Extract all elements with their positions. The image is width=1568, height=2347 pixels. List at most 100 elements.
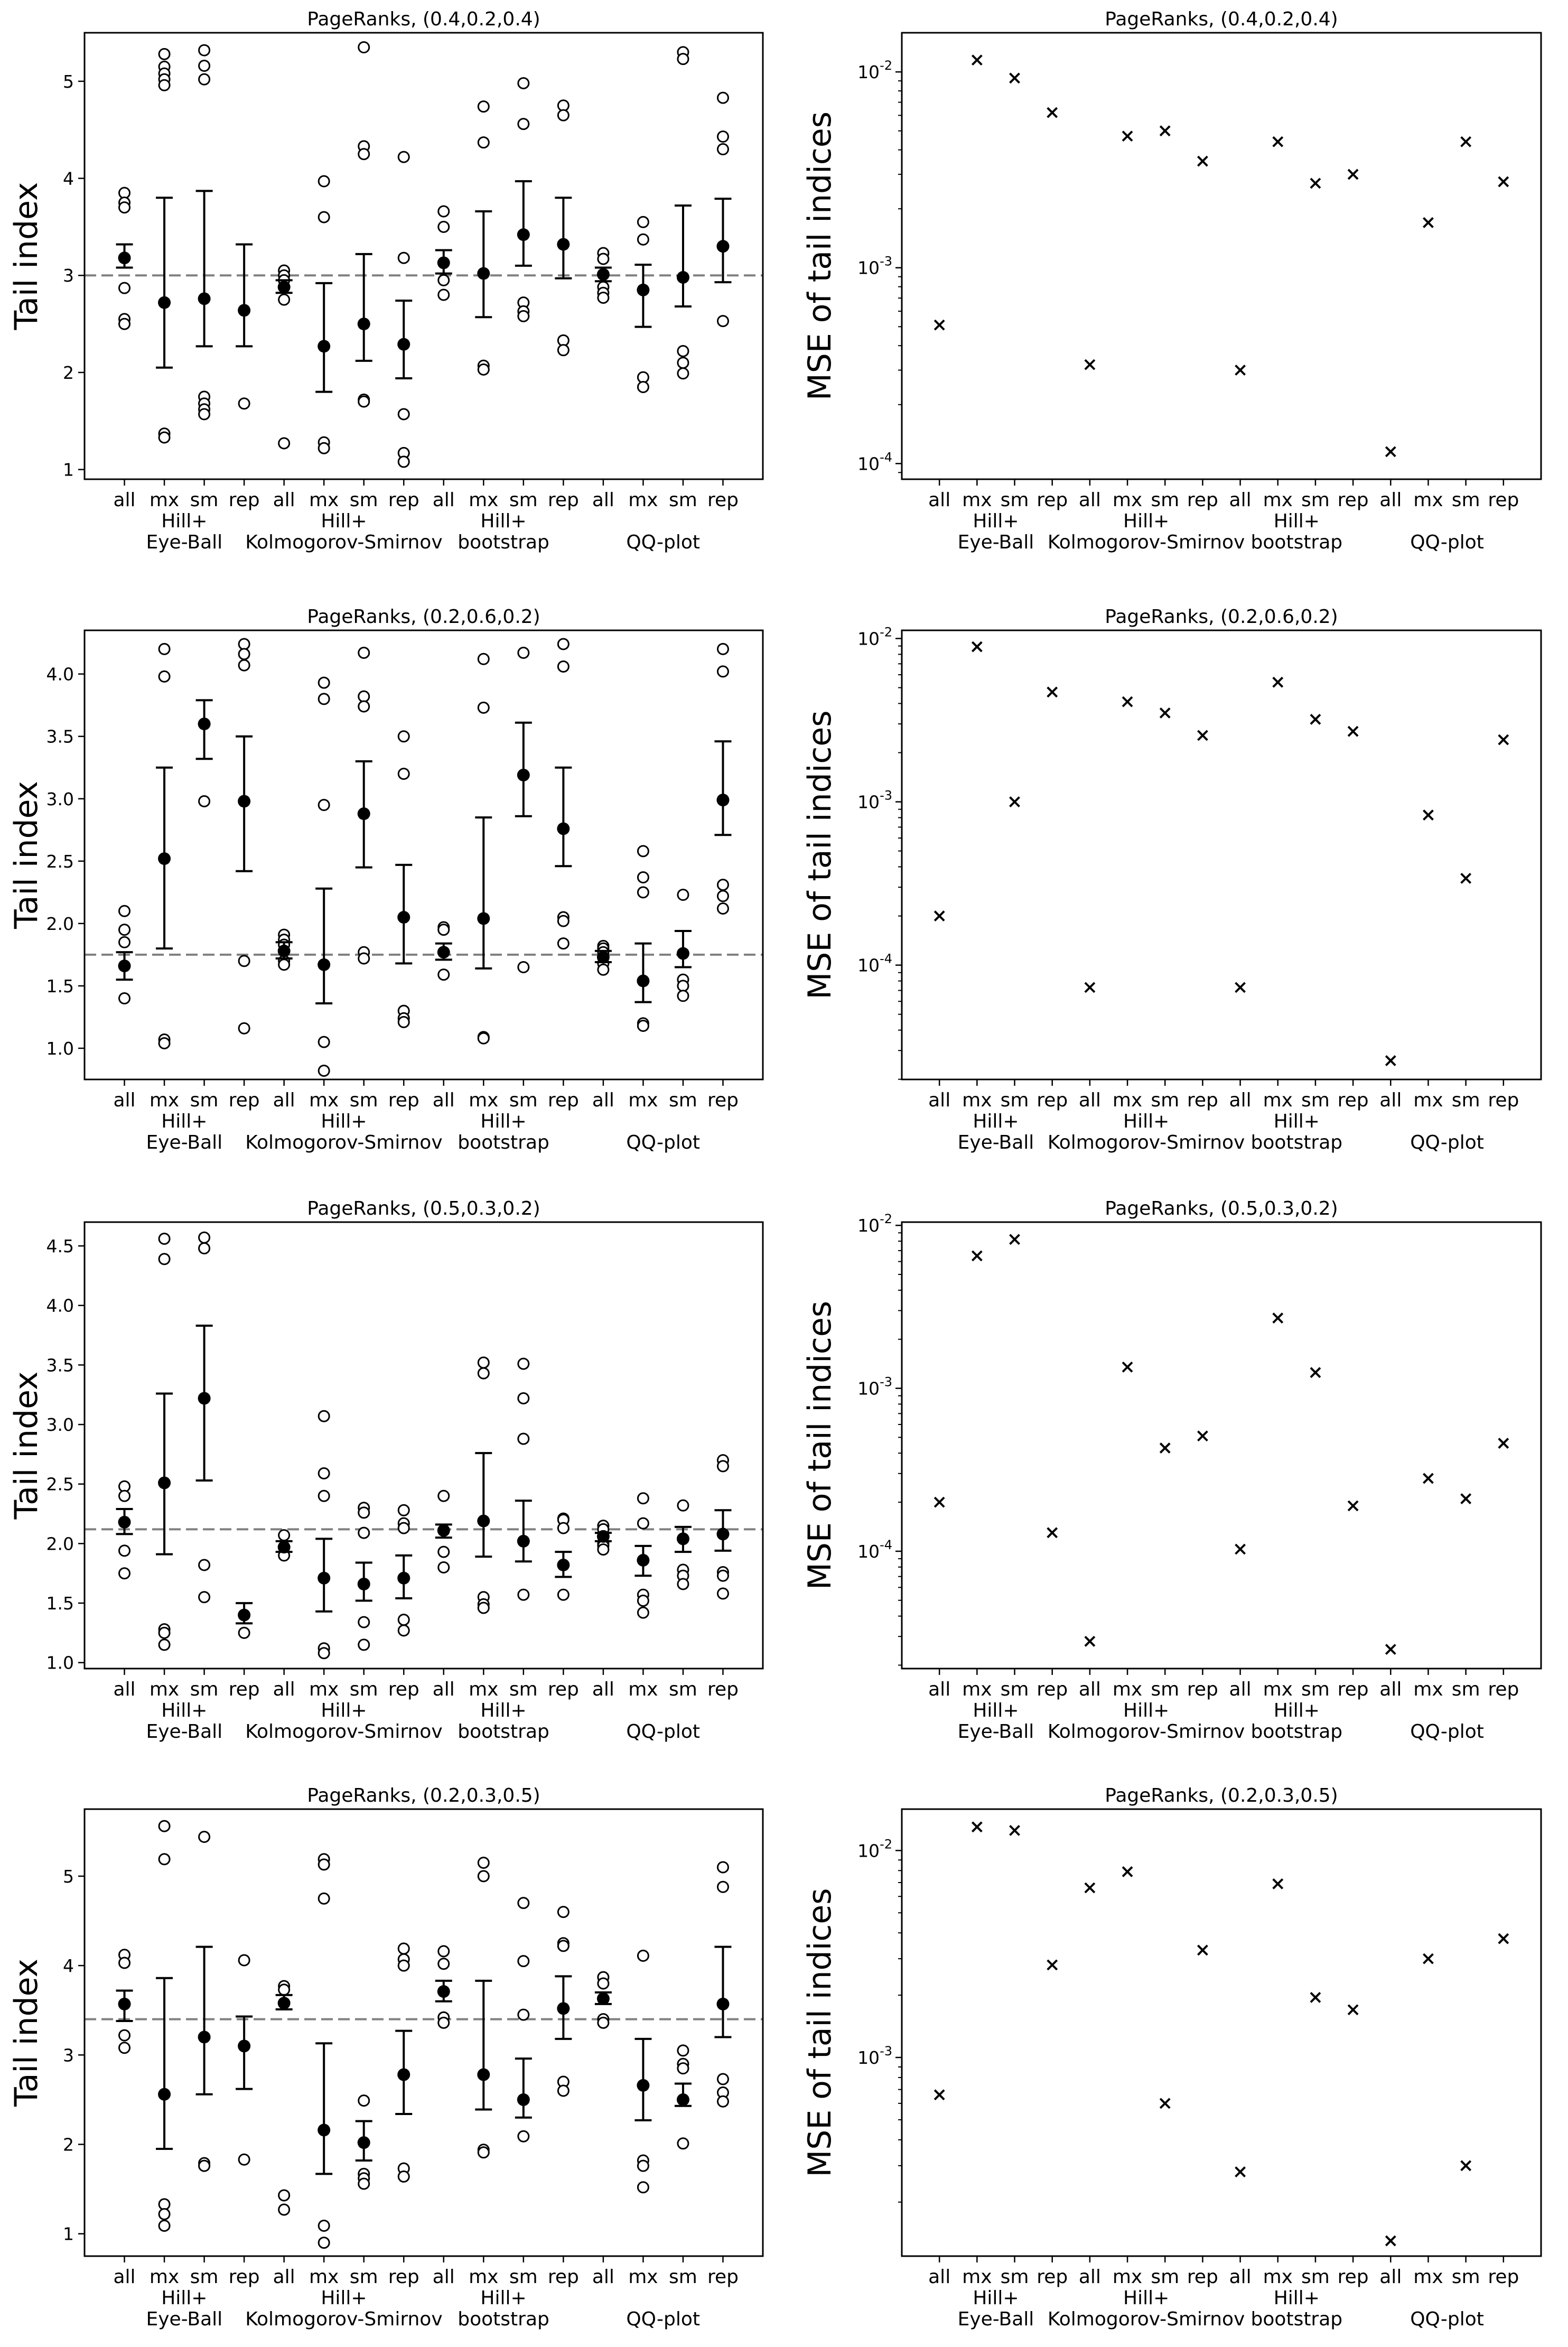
y-tick-exponent: -2 [880, 1837, 892, 1851]
x-tick-label: all [1229, 1089, 1252, 1111]
x-tick-label: sm [1001, 489, 1029, 511]
mse-marker-stroke [1009, 796, 1020, 807]
mean-point [437, 256, 450, 269]
outlier-point [318, 1489, 330, 1502]
estimator-rep [555, 638, 572, 950]
y-tick-base: 10 [857, 62, 880, 82]
y-tick-base: 10 [857, 453, 880, 474]
outlier-point [477, 136, 490, 149]
mean-point [477, 267, 490, 280]
group-label-line1: Hill+ [321, 2287, 367, 2309]
mse-marker [1122, 1866, 1133, 1877]
estimator-rep [714, 642, 732, 915]
x-tick-label: mx [962, 1089, 992, 1111]
x-tick-label: rep [1187, 2266, 1218, 2288]
mean-point [517, 228, 530, 241]
outlier-point [238, 1626, 250, 1639]
estimator-all [116, 1949, 133, 2054]
group-label-line2: QQ-plot [1410, 2308, 1484, 2330]
mean-point [318, 340, 331, 353]
x-tick-label: rep [1338, 489, 1369, 511]
y-tick-base: 10 [857, 1379, 880, 1399]
outlier-point [358, 395, 370, 408]
x-tick-label: mx [1113, 1089, 1142, 1111]
x-tick-label: all [928, 1089, 950, 1111]
outlier-point [158, 1626, 171, 1639]
x-tick-label: mx [469, 2266, 498, 2288]
mse-marker [1310, 713, 1321, 725]
mse-marker-stroke [934, 319, 945, 331]
x-tick-label: mx [1263, 1089, 1293, 1111]
x-tick-label: mx [150, 1679, 179, 1700]
mse-marker-stroke [1385, 2235, 1396, 2247]
outlier-point [158, 48, 171, 60]
outlier-point [358, 41, 370, 54]
chart-6: PageRanks, (0.5,0.3,0.2) MSE of tail indi… [801, 1198, 1542, 1743]
outlier-point [278, 293, 291, 306]
mse-marker [1009, 796, 1020, 807]
x-tick-label: sm [509, 1679, 538, 1700]
group-label-line1: Hill+ [973, 1111, 1019, 1132]
y-axis-label: MSE of tail indices [801, 1888, 838, 2177]
mse-marker-stroke [1047, 686, 1058, 698]
x-tick-label: mx [1113, 2266, 1142, 2288]
outlier-point [198, 73, 211, 86]
mse-marker [971, 641, 983, 653]
outlier-point [158, 1037, 171, 1050]
x-tick-label: mx [1413, 489, 1443, 511]
outlier-point [597, 253, 610, 265]
outlier-point [716, 1861, 729, 1874]
group-label-line2: Eye-Ball [958, 1721, 1034, 1743]
outlier-point [437, 288, 450, 301]
outlier-point [158, 79, 171, 91]
chart-title: PageRanks, (0.2,0.6,0.2) [307, 606, 540, 628]
x-tick-label: sm [1001, 1089, 1029, 1111]
mse-marker-stroke [1385, 1644, 1396, 1655]
mse-marker-stroke [1498, 1933, 1509, 1944]
x-tick-label: sm [1001, 2266, 1029, 2288]
mse-marker-stroke [1009, 1824, 1020, 1836]
mean-point [397, 2068, 410, 2081]
mean-point [158, 296, 171, 309]
outlier-point [278, 437, 291, 450]
estimator-rep [236, 1602, 253, 1639]
mse-marker [1122, 696, 1133, 707]
x-tick-label: mx [1413, 1679, 1443, 1700]
outlier-point [637, 2159, 649, 2172]
y-tick-base: 10 [857, 628, 880, 649]
y-tick-label: 3.5 [46, 1355, 74, 1375]
estimator-mx [156, 48, 173, 444]
y-tick-label: 5 [63, 71, 74, 92]
outlier-point [716, 2073, 729, 2085]
mean-point [557, 1558, 570, 1571]
mse-marker [1122, 1361, 1133, 1373]
mean-point [596, 268, 610, 281]
outlier-point [716, 890, 729, 902]
outlier-point [716, 642, 729, 655]
mse-marker-stroke [1385, 1055, 1396, 1066]
x-tick-label: all [433, 2266, 455, 2288]
estimator-sm [674, 2044, 692, 2150]
outlier-point [517, 1588, 530, 1601]
outlier-point [198, 1830, 211, 1843]
chart-title: PageRanks, (0.2,0.6,0.2) [1105, 606, 1338, 628]
y-tick-label: 10-4 [857, 450, 892, 474]
x-tick-label: mx [628, 489, 658, 511]
y-tick-label: 1.5 [46, 1593, 74, 1614]
mse-marker [1047, 1527, 1058, 1539]
y-tick-base: 10 [857, 2047, 880, 2068]
x-tick-label: all [433, 1089, 455, 1111]
group-label-line2: Eye-Ball [146, 532, 222, 553]
outlier-point [637, 216, 649, 228]
mse-marker-stroke [1197, 730, 1208, 741]
x-tick-label: sm [350, 1679, 378, 1700]
mse-marker-stroke [1423, 217, 1434, 228]
mse-marker-stroke [1235, 2166, 1246, 2177]
x-tick-label: sm [1452, 489, 1480, 511]
outlier-point [557, 2084, 570, 2097]
y-axis-label: MSE of tail indices [801, 710, 838, 999]
mse-marker-stroke [1498, 1438, 1509, 1449]
mean-point [716, 1997, 730, 2010]
mse-marker-stroke [1197, 1944, 1208, 1956]
mean-point [637, 2079, 650, 2092]
